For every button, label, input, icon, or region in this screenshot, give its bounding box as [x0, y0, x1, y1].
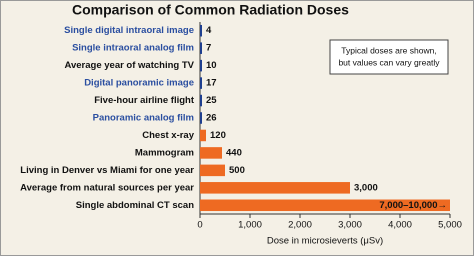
value-label: 25 — [206, 95, 217, 106]
x-axis-label: Dose in microsieverts (μSv) — [267, 236, 383, 247]
value-label: 500 — [229, 165, 245, 176]
x-tick-label: 4,000 — [388, 220, 412, 231]
y-tick-label: Chest x-ray — [142, 130, 194, 141]
bar — [200, 164, 225, 177]
y-tick-label: Panoramic analog film — [93, 113, 194, 124]
bar — [200, 94, 202, 107]
y-tick-label: Living in Denver vs Miami for one year — [20, 165, 194, 176]
value-label: 7,000–10,000→ — [379, 200, 447, 211]
bar — [200, 147, 222, 159]
x-tick-label: 2,000 — [288, 220, 312, 231]
value-label: 440 — [226, 147, 242, 158]
y-tick-label: Mammogram — [135, 147, 194, 158]
bar — [200, 77, 202, 89]
y-tick-label: Average year of watching TV — [64, 60, 194, 71]
y-tick-label: Five-hour airline flight — [94, 95, 195, 106]
y-tick-label: Single digital intraoral image — [64, 25, 194, 36]
bar — [200, 112, 202, 124]
x-tick-label: 0 — [197, 220, 202, 231]
bar — [200, 199, 450, 212]
value-label: 7 — [206, 43, 211, 54]
chart-title: Comparison of Common Radiation Doses — [72, 2, 349, 18]
value-label: 120 — [210, 130, 226, 141]
annotation-box — [329, 39, 449, 75]
annotation: Typical doses are shown, — [341, 45, 436, 55]
value-label: 17 — [206, 78, 217, 89]
x-tick-label: 3,000 — [338, 220, 362, 231]
bar — [200, 24, 202, 37]
value-label: 3,000 — [354, 182, 378, 193]
bar — [200, 59, 202, 72]
value-label: 4 — [206, 25, 212, 36]
y-tick-label: Single intraoral analog film — [72, 43, 194, 54]
value-label: 10 — [206, 60, 217, 71]
bar — [200, 182, 350, 194]
annotation: but values can vary greatly — [338, 57, 440, 67]
x-tick-label: 5,000 — [438, 220, 462, 231]
bar — [200, 129, 206, 142]
value-label: 26 — [206, 113, 217, 124]
x-tick-label: 1,000 — [238, 220, 262, 231]
bar — [200, 42, 202, 54]
y-tick-label: Digital panoramic image — [84, 78, 194, 89]
y-tick-label: Single abdominal CT scan — [76, 200, 194, 211]
y-tick-label: Average from natural sources per year — [20, 182, 194, 193]
